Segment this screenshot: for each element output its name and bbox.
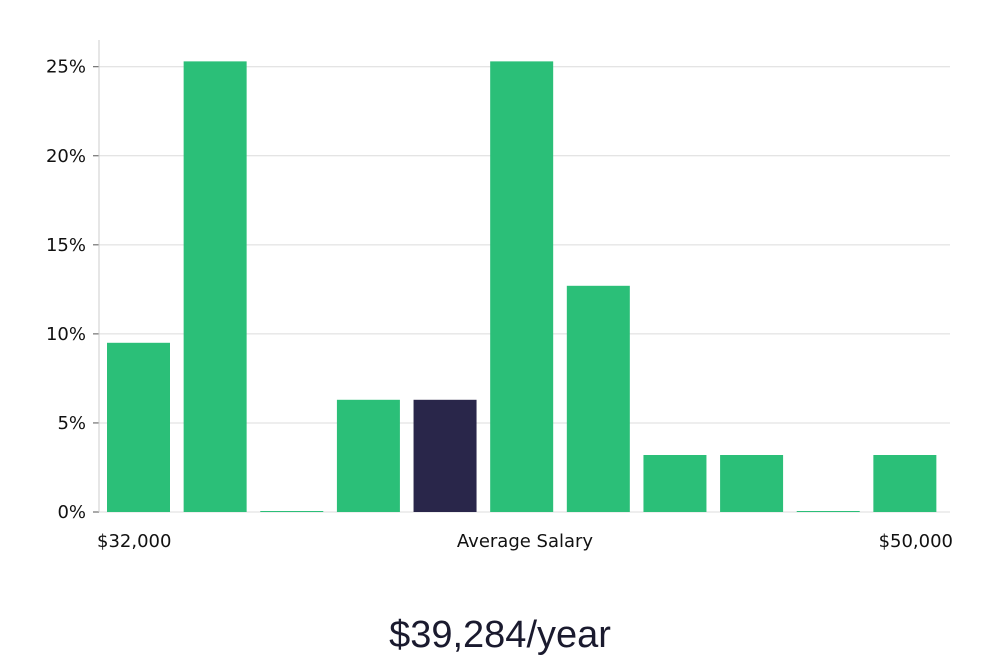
- y-tick-label: 5%: [57, 413, 86, 434]
- y-tick-label: 10%: [46, 324, 86, 345]
- y-axis-ticks: 0% 5% 10% 15% 20% 25%: [46, 57, 99, 523]
- y-tick-label: 20%: [46, 146, 86, 167]
- bars: [107, 61, 937, 512]
- bar: [796, 511, 860, 512]
- bar: [643, 455, 707, 512]
- bar: [260, 511, 324, 512]
- y-tick-label: 15%: [46, 235, 86, 256]
- x-max-label: $50,000: [879, 531, 953, 552]
- salary-histogram: 0%5%10%15%20%25% $32,000 Average Salary …: [46, 40, 953, 552]
- bar-highlighted: [413, 399, 477, 512]
- bar: [873, 455, 937, 512]
- average-salary-headline: $39,284/year: [389, 614, 611, 656]
- bar: [566, 285, 630, 512]
- bar: [720, 455, 784, 512]
- x-min-label: $32,000: [97, 531, 171, 552]
- bar: [336, 399, 400, 512]
- y-tick-label: 0%: [57, 502, 86, 523]
- bar: [490, 61, 554, 512]
- bar: [107, 342, 170, 512]
- y-tick-label: 25%: [46, 57, 86, 78]
- x-axis-title: Average Salary: [457, 531, 594, 552]
- bar: [183, 61, 247, 512]
